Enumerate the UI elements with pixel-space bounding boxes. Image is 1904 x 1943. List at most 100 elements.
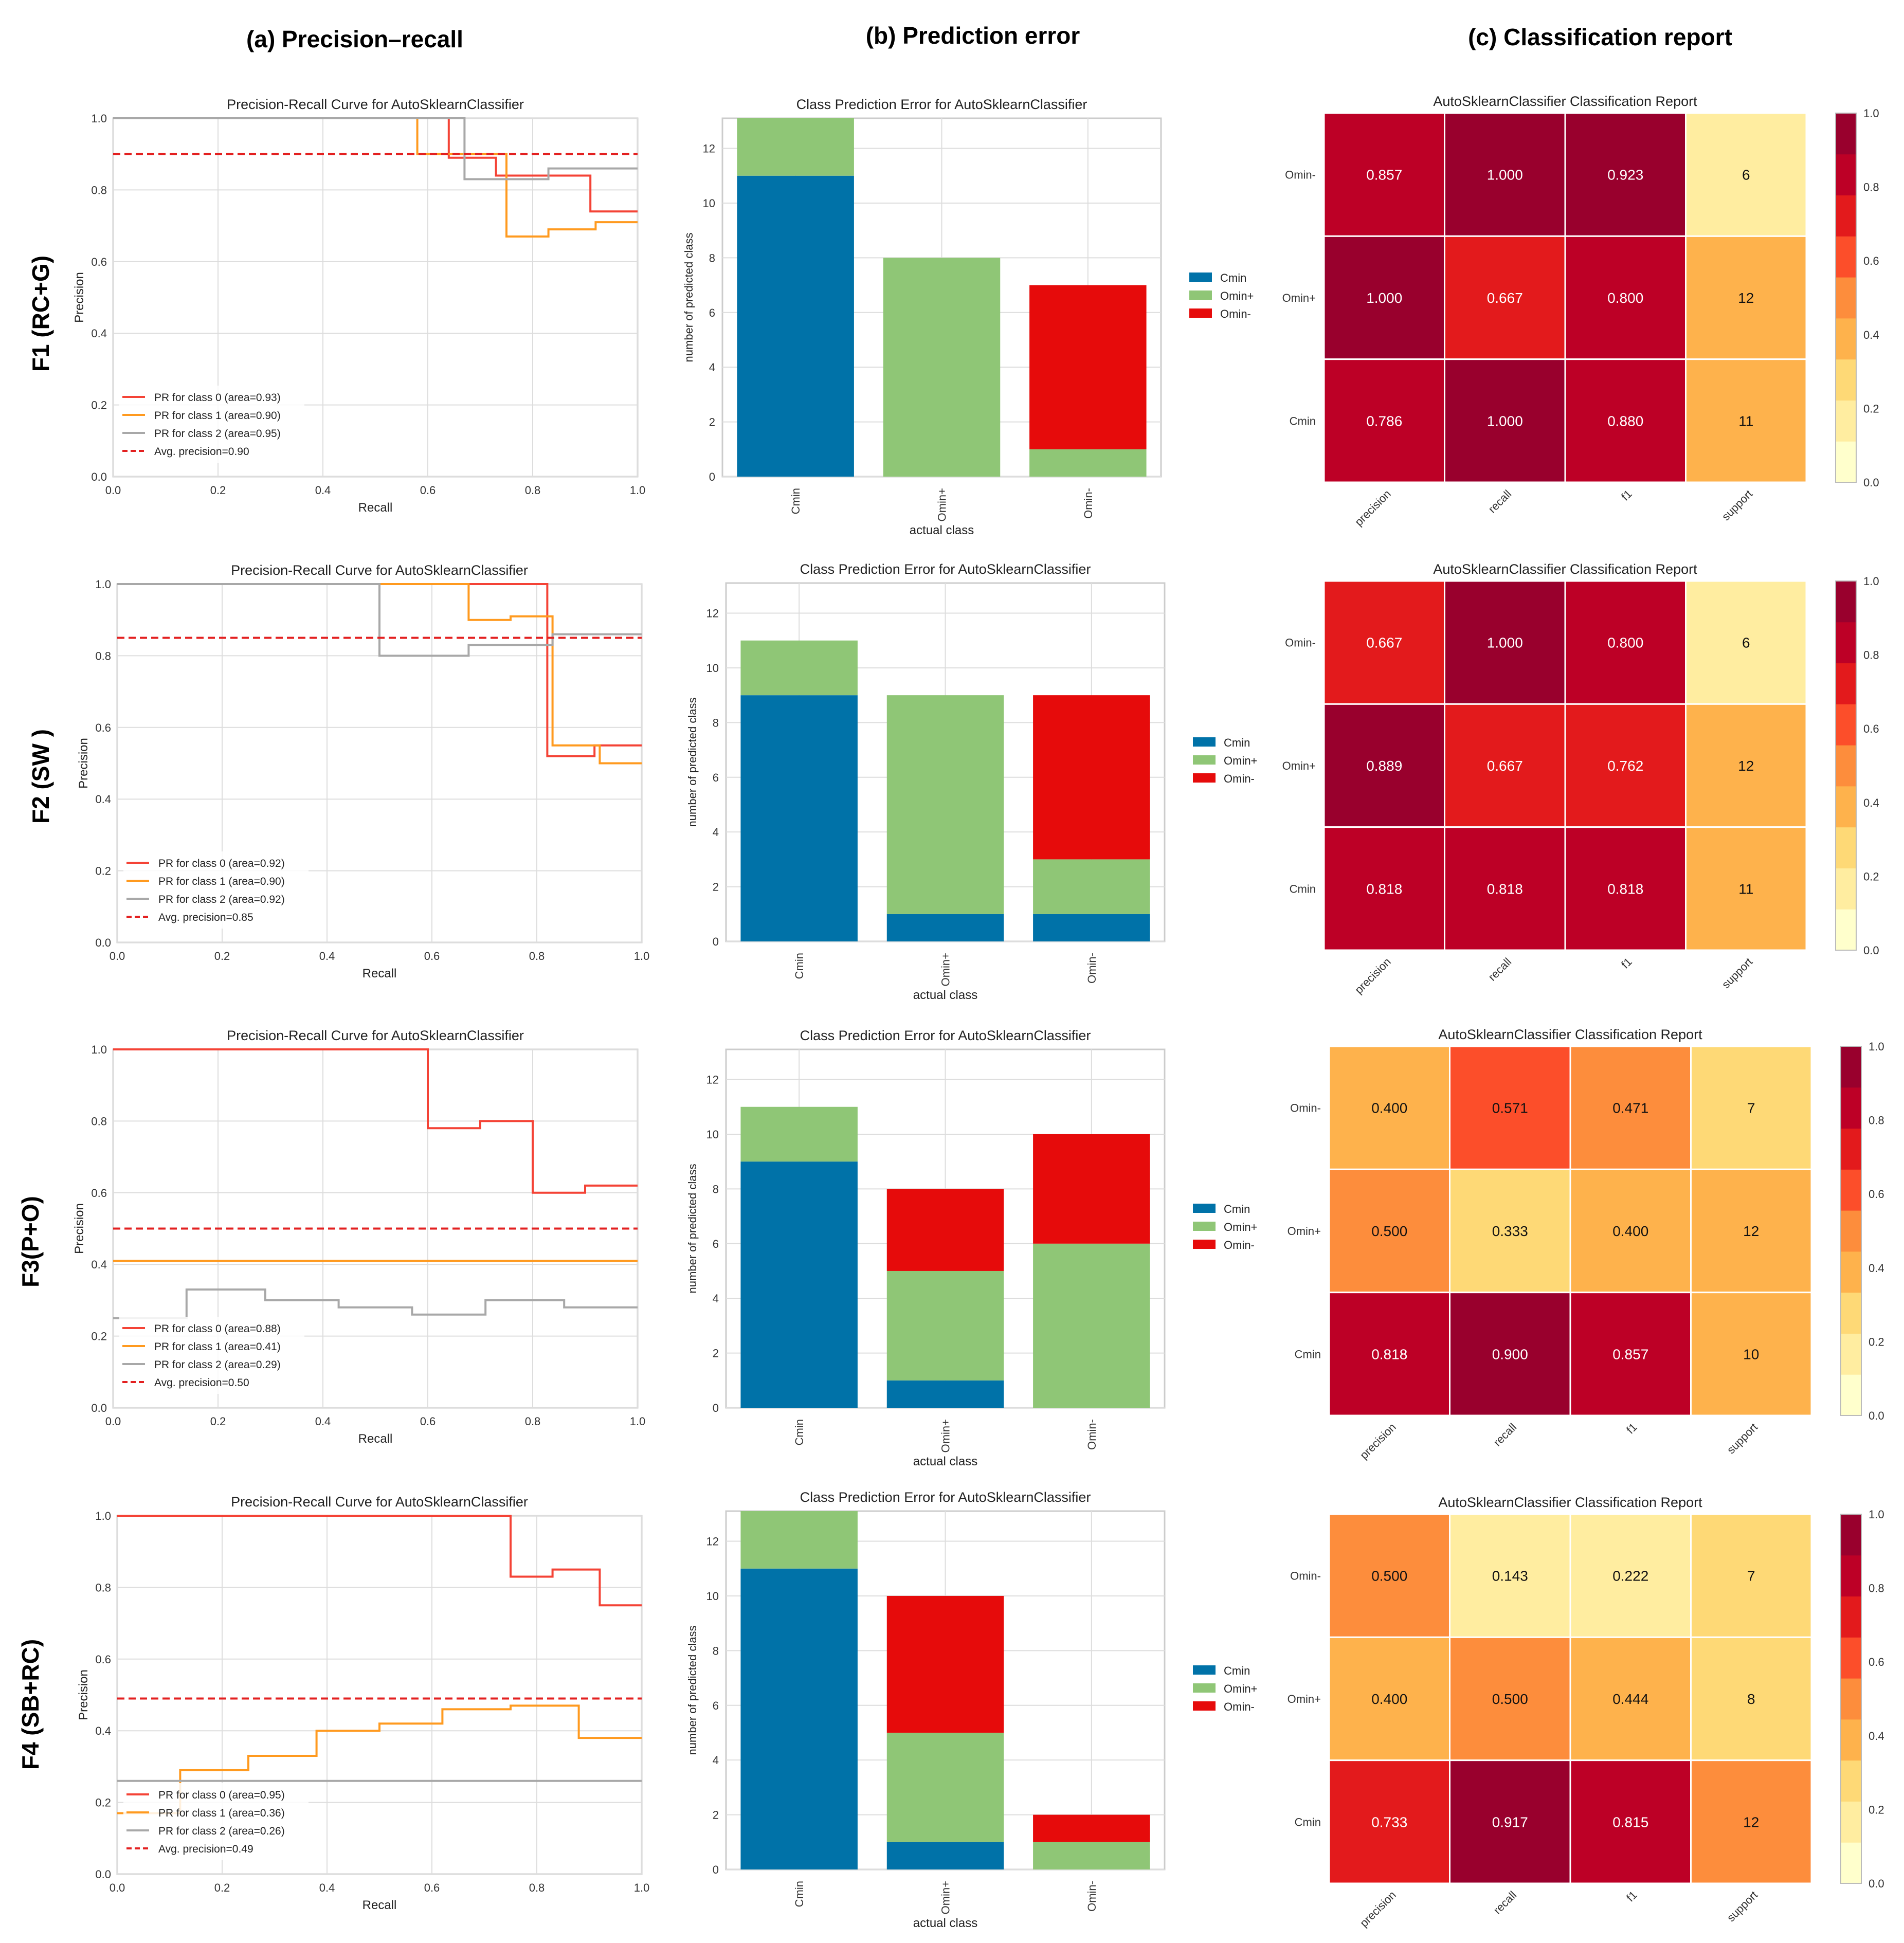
x-tick-label: 0.0 <box>110 950 125 963</box>
y-tick-label: 0.2 <box>91 399 107 412</box>
colorbar-frame <box>1835 113 1857 483</box>
x-axis-label: actual class <box>913 1455 977 1468</box>
y-tick-label: 0.0 <box>95 936 111 949</box>
bar-ominplus <box>886 1732 1004 1842</box>
legend-swatch <box>1193 755 1216 765</box>
heatmap-cell-value: 0.471 <box>1612 1100 1648 1116</box>
row-labels: F1 (RC+G) F2 (SW ) F3(P+O) F4 (SB+RC) <box>17 256 54 1770</box>
heatmap-cell <box>1690 1636 1812 1762</box>
bar-ominplus <box>886 695 1004 914</box>
x-axis-label: Recall <box>362 967 397 980</box>
bar-ominplus <box>740 640 858 696</box>
x-axis-label: Recall <box>358 501 393 515</box>
heatmap-cell <box>1569 1168 1692 1294</box>
colorbar-segment <box>1841 1842 1861 1884</box>
heatmap-cell-value: 7 <box>1747 1568 1755 1584</box>
y-tick-label: 0.2 <box>95 865 111 878</box>
column-label: precision <box>1352 487 1393 529</box>
x-tick-label: Omin- <box>1085 953 1098 984</box>
pr-curve-class-2 <box>113 117 638 180</box>
pr-curve-class-1 <box>117 583 642 765</box>
legend-label: Avg. precision=0.85 <box>158 912 253 923</box>
x-tick-label: 1.0 <box>634 950 650 963</box>
chart-title: Precision-Recall Curve for AutoSklearnCl… <box>227 1028 524 1043</box>
colorbar-tick-label: 0.8 <box>1863 181 1879 194</box>
y-axis-label: Precision <box>72 272 86 323</box>
heatmap-cell-value: 0.818 <box>1487 881 1523 897</box>
heatmap-cell <box>1449 1045 1571 1170</box>
colorbar-segment <box>1841 1251 1861 1293</box>
x-tick-label: Cmin <box>793 1419 806 1445</box>
heatmap-cell-value: 11 <box>1738 413 1753 429</box>
x-tick-label: 0.2 <box>210 1415 226 1428</box>
y-tick-label: 1.0 <box>95 1510 111 1522</box>
y-axis-label: number of predicted class <box>682 233 695 362</box>
heatmap-cell-value: 0.333 <box>1492 1223 1528 1239</box>
legend-label: Omin+ <box>1224 1221 1257 1233</box>
pr-chart-2: 0.0 0.2 0.4 0.6 0.8 1.0 0.0 0.2 0.4 0.6 0.8 1.0 Prec… <box>77 562 649 980</box>
row-label: Omin- <box>1290 1102 1321 1115</box>
colorbar-segment <box>1836 359 1856 401</box>
column-headers: (a) Precision–recall (b) Prediction erro… <box>246 22 1732 52</box>
x-tick-label: 0.0 <box>105 484 121 497</box>
bar-ominplus <box>886 1270 1004 1381</box>
column-label: recall <box>1485 487 1514 516</box>
row-label: Omin+ <box>1282 759 1316 772</box>
heatmap-cell-value: 0.400 <box>1371 1691 1407 1707</box>
x-tick-label: 0.6 <box>424 1881 440 1894</box>
colorbar-segment <box>1841 1678 1861 1720</box>
y-tick-label: 2 <box>709 416 715 429</box>
bar-ominminus <box>886 1595 1004 1733</box>
x-tick-label: 0.2 <box>214 950 230 963</box>
heatmap-cell-value: 0.733 <box>1371 1814 1407 1830</box>
chart-title: Precision-Recall Curve for AutoSklearnCl… <box>231 1494 528 1510</box>
x-axis-label: actual class <box>910 523 974 537</box>
y-tick-label: 12 <box>703 142 715 155</box>
legend-label: PR for class 1 (area=0.36) <box>158 1807 285 1819</box>
pr-curve-class-0 <box>117 1515 642 1607</box>
bar-ominplus <box>1033 1842 1150 1869</box>
x-tick-label: 0.0 <box>105 1415 121 1428</box>
colorbar-tick-label: 0.4 <box>1863 329 1879 341</box>
heatmap-cell-value: 0.571 <box>1492 1100 1528 1116</box>
x-tick-label: 0.4 <box>319 1881 335 1894</box>
column-label: support <box>1719 955 1755 991</box>
colorbar-segment <box>1836 154 1856 196</box>
heatmap-cell-value: 1.000 <box>1487 635 1523 651</box>
y-tick-label: 0.4 <box>95 1724 111 1737</box>
y-tick-label: 0.0 <box>95 1868 111 1881</box>
heatmap-cell <box>1685 703 1807 828</box>
legend-box <box>123 851 309 929</box>
colorbar-tick-label: 1.0 <box>1863 107 1879 120</box>
column-label: precision <box>1357 1421 1399 1462</box>
row-label: Cmin <box>1290 882 1316 895</box>
y-tick-label: 0.6 <box>95 1653 111 1666</box>
heatmap-cell <box>1444 703 1566 828</box>
colorbar-segment <box>1836 786 1856 828</box>
heatmap-cell-value: 0.400 <box>1612 1223 1648 1239</box>
x-tick-label: Omin+ <box>939 1881 952 1914</box>
legend-label: PR for class 1 (area=0.90) <box>154 410 281 422</box>
heatmap-cell-value: 12 <box>1743 1223 1759 1239</box>
legend-label: Omin+ <box>1220 289 1254 302</box>
heatmap-cell-value: 0.400 <box>1371 1100 1407 1116</box>
y-tick-label: 4 <box>713 826 719 839</box>
x-tick-label: 0.0 <box>110 1881 125 1894</box>
x-tick-label: Cmin <box>793 953 806 979</box>
chart-title: Class Prediction Error for AutoSklearnCl… <box>800 561 1091 577</box>
y-tick-label: 0.8 <box>95 1581 111 1594</box>
colorbar-segment <box>1841 1514 1861 1556</box>
column-label: support <box>1725 1888 1761 1924</box>
x-axis-label: Recall <box>362 1898 397 1912</box>
y-tick-label: 10 <box>706 1590 719 1603</box>
y-tick-label: 12 <box>706 607 719 620</box>
heatmap-cell-value: 0.923 <box>1607 167 1643 183</box>
x-tick-label: Omin- <box>1085 1419 1098 1450</box>
chart-title: Class Prediction Error for AutoSklearnCl… <box>796 97 1087 112</box>
row-label-3: F3(P+O) <box>17 1196 44 1287</box>
legend-swatch <box>1189 308 1212 318</box>
heatmap-cell <box>1328 1636 1450 1762</box>
colorbar-segment <box>1841 1210 1861 1252</box>
bar-ominminus <box>1029 285 1147 449</box>
